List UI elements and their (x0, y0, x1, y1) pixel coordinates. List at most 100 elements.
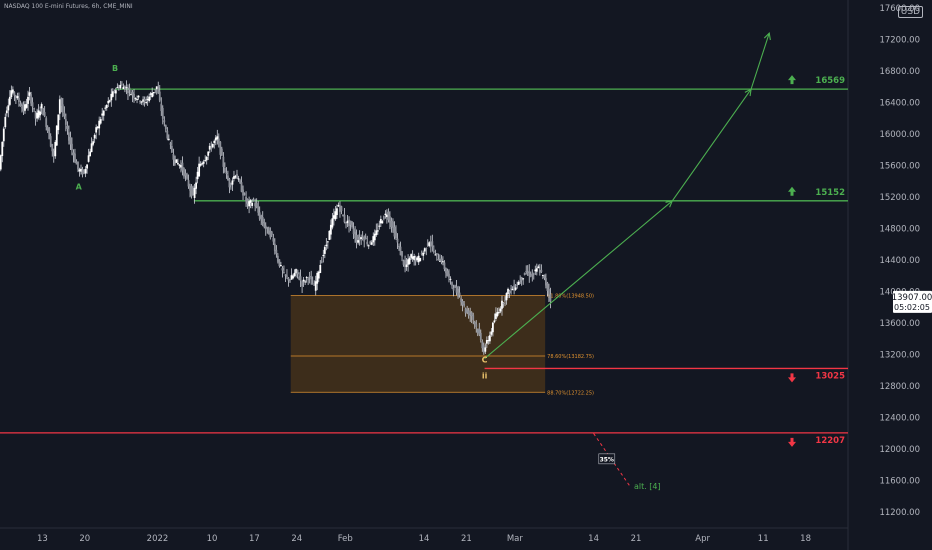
candle-body (37, 110, 40, 118)
candle-body (230, 184, 232, 186)
candle-body (502, 303, 505, 305)
y-tick-label: 12800.00 (879, 382, 920, 392)
candle-body (57, 114, 60, 131)
fib-level-label: 61.80%(13948.50) (547, 294, 594, 300)
candle-body (190, 186, 193, 197)
candle-body (326, 241, 329, 243)
candle-body (61, 104, 64, 113)
candle-body (16, 96, 19, 99)
candle-body (158, 91, 161, 101)
candle-body (517, 281, 520, 285)
candle-body (304, 281, 307, 283)
fib-retracement-zone (290, 295, 546, 393)
candle-body (358, 236, 361, 241)
candle-body (475, 324, 478, 327)
candle-body (222, 156, 225, 167)
candle-body (323, 247, 326, 254)
candle-body (431, 241, 434, 247)
candle-body (375, 230, 378, 236)
candle-body (463, 303, 466, 306)
candle-body (414, 257, 417, 262)
candle-body (289, 280, 291, 282)
candle-body (242, 189, 244, 196)
candle-body (213, 140, 216, 143)
candle-body (24, 104, 26, 111)
candle-body (146, 98, 149, 100)
candle-body (320, 261, 323, 263)
candle-body (155, 86, 158, 90)
candle-body (446, 270, 449, 277)
candle-body (192, 191, 194, 194)
fib-level-label: 78.60%(13182.75) (547, 354, 594, 360)
projection-line (750, 32, 770, 90)
candle-body (457, 288, 459, 297)
candle-body (48, 128, 51, 140)
level-label: 16569 (815, 76, 845, 86)
candle-body (473, 321, 476, 325)
candle-body (177, 163, 179, 165)
candle-body (464, 308, 467, 314)
candle-body (210, 147, 213, 149)
candle-body (296, 269, 299, 275)
candle-body (102, 110, 105, 116)
candle-body (398, 245, 400, 247)
x-tick-label: Feb (338, 534, 353, 544)
candle-body (36, 112, 38, 119)
candle-body (101, 113, 104, 116)
candle-body (528, 270, 531, 276)
candle-body (514, 287, 517, 290)
x-tick-label: 2022 (147, 534, 169, 544)
candle-body (422, 252, 425, 256)
candle-body (220, 148, 223, 156)
candle-body (66, 125, 69, 129)
candle-body (33, 107, 35, 110)
currency-badge[interactable]: USD (897, 6, 923, 18)
candle-body (280, 265, 282, 267)
candle-body (401, 251, 403, 257)
candle-body (499, 308, 502, 312)
candle-body (195, 182, 197, 189)
candle-body (169, 143, 172, 145)
candle-body (10, 90, 13, 98)
candle-body (95, 127, 98, 133)
candle-body (508, 290, 511, 294)
candle-body (52, 151, 55, 157)
candle-body (18, 97, 20, 103)
y-tick-label: 16000.00 (879, 130, 920, 140)
candle-body (45, 118, 48, 127)
x-tick-label: 21 (631, 534, 642, 544)
symbol-header: NASDAQ 100 E-mini Futures, 6h, CME_MINI (4, 3, 133, 10)
x-tick-label: 17 (249, 534, 260, 544)
candle-body (140, 101, 143, 103)
candle-body (2, 128, 5, 142)
candle-body (43, 112, 46, 117)
candle-body (60, 98, 63, 106)
candle-body (381, 221, 384, 224)
y-tick-label: 15600.00 (879, 161, 920, 171)
candle-body (184, 173, 187, 176)
x-tick-label: 13 (37, 534, 48, 544)
candle-body (346, 220, 349, 224)
candle-body (416, 257, 419, 261)
candle-body (284, 274, 287, 276)
candle-body (269, 230, 272, 238)
candle-body (28, 92, 31, 96)
candle-body (127, 90, 129, 93)
candle-body (455, 286, 458, 293)
candle-body (108, 100, 111, 102)
candle-body (84, 169, 87, 174)
candle-body (134, 98, 137, 100)
candle-body (442, 261, 444, 263)
candle-body (295, 269, 297, 273)
candle-body (290, 275, 293, 280)
candle-body (80, 168, 82, 172)
candle-body (104, 107, 107, 109)
candle-body (331, 218, 334, 228)
candle-body (449, 278, 452, 280)
candle-body (145, 102, 148, 104)
candle-body (461, 300, 464, 305)
wave-label: ii (482, 371, 488, 380)
candle-body (74, 153, 76, 162)
candles (0, 80, 552, 355)
